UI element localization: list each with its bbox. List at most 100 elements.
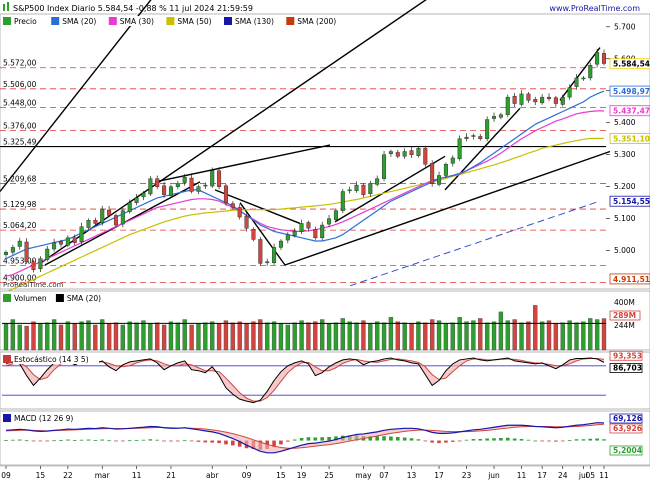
macd-histogram-bar xyxy=(450,440,455,442)
macd-histogram-bar xyxy=(499,438,503,441)
candle-body xyxy=(100,208,105,223)
level-label: 5.376,00 xyxy=(3,121,37,130)
macd-histogram-bar xyxy=(148,439,153,441)
legend-swatch xyxy=(3,414,11,422)
macd-histogram-bar xyxy=(182,440,187,442)
candle-body xyxy=(217,170,222,187)
legend-swatch xyxy=(224,17,232,25)
chart-title: S&P500 Index Diario 5.584,54 -0,88 % 11 … xyxy=(13,4,253,13)
legend-swatch xyxy=(51,17,60,25)
volume-bar xyxy=(354,322,359,351)
volume-bar xyxy=(457,317,462,351)
legend-bg xyxy=(61,16,103,26)
volume-bar xyxy=(484,322,490,351)
volume-bar xyxy=(471,320,476,351)
volume-bar xyxy=(512,319,517,351)
candle-body xyxy=(478,136,483,139)
volume-bar xyxy=(79,321,84,351)
candle-body xyxy=(602,53,607,64)
y-tick-label: 5.200 xyxy=(614,182,636,191)
candle-body xyxy=(79,226,84,242)
volume-bar xyxy=(375,321,380,351)
value-badge-label: 93,353 xyxy=(613,351,642,360)
x-tick-label: 19 xyxy=(297,471,307,480)
value-badge xyxy=(609,363,643,373)
value-badge-label: 5.584,54 xyxy=(613,60,650,69)
candle-body xyxy=(141,192,146,198)
candle-body xyxy=(265,261,270,264)
candle-body xyxy=(313,229,318,239)
candle-body xyxy=(457,138,462,160)
volume-bar xyxy=(120,324,126,351)
value-badge-label: 4.911,51 xyxy=(613,275,650,284)
site-link[interactable]: www.ProRealTime.com xyxy=(549,4,640,13)
macd-histogram-bar xyxy=(292,439,297,441)
macd-histogram-bar xyxy=(382,436,386,441)
macd-histogram-bar xyxy=(38,440,43,442)
sma30-line xyxy=(5,110,604,277)
candle-body xyxy=(423,148,428,165)
candle-body xyxy=(320,224,325,239)
macd-histogram-bar xyxy=(602,439,606,441)
candle-body xyxy=(512,95,517,104)
value-badge-label: 63,926 xyxy=(613,424,642,433)
macd-histogram-bar xyxy=(155,439,160,441)
macd-histogram-bar xyxy=(375,436,379,441)
legend-label: SMA (130) xyxy=(235,17,274,26)
macd-plot-area xyxy=(0,410,650,466)
volume-bar xyxy=(402,322,407,351)
value-badge xyxy=(609,58,650,70)
macd-histogram-bar xyxy=(457,440,462,442)
x-tick-label: may xyxy=(355,471,372,480)
macd-histogram-bar xyxy=(134,440,139,441)
value-badge-bg xyxy=(610,133,650,144)
legend-bg xyxy=(13,413,79,423)
candle-body xyxy=(492,116,497,119)
volume-bar xyxy=(601,318,607,351)
legend-label: Estocástico (14 3 5) xyxy=(14,355,89,364)
candle-body xyxy=(361,184,366,195)
volume-bar xyxy=(430,319,435,351)
legend-label: MACD (12 26 9) xyxy=(14,414,73,423)
volume-bar xyxy=(320,319,325,351)
macd-histogram-bar xyxy=(52,440,56,442)
stochastic-fill xyxy=(6,357,604,403)
macd-histogram-bar xyxy=(169,440,173,442)
volume-bar xyxy=(168,321,174,351)
macd-histogram-bar xyxy=(17,439,22,441)
sma50-line xyxy=(5,137,604,293)
macd-histogram-bar xyxy=(72,440,77,441)
macd-histogram-bar xyxy=(320,437,324,441)
level-label: 4.900,00 xyxy=(3,274,37,283)
legend-bg xyxy=(118,16,161,26)
volume-bar xyxy=(189,324,194,351)
volume-bar xyxy=(581,321,586,351)
volume-bar xyxy=(313,321,318,351)
x-tick-label: 22 xyxy=(63,471,73,480)
macd-histogram-bar xyxy=(368,436,373,441)
volume-bar xyxy=(285,324,290,351)
macd-histogram-bar xyxy=(560,440,565,442)
candle-body xyxy=(581,77,586,80)
candle-body xyxy=(327,218,332,225)
candle-body xyxy=(395,152,400,157)
volume-bar xyxy=(567,320,572,351)
volume-bar xyxy=(127,321,132,351)
value-badge xyxy=(609,132,650,144)
volume-bar xyxy=(278,323,284,351)
level-label: 5.129,98 xyxy=(3,200,37,209)
candle-body xyxy=(547,96,552,99)
value-badge xyxy=(609,273,650,285)
value-badge-bg xyxy=(610,86,650,97)
legend-label: SMA (30) xyxy=(120,17,154,26)
volume-bar xyxy=(416,321,421,351)
volume-bar xyxy=(24,325,29,351)
candle-body xyxy=(162,185,167,195)
volume-bar xyxy=(72,323,77,351)
volume-bar xyxy=(210,321,215,351)
macd-histogram-bar xyxy=(31,440,36,442)
macd-histogram-bar xyxy=(464,439,469,441)
macd-histogram-bar xyxy=(141,439,146,441)
value-badge-bg xyxy=(610,273,650,284)
trend-line xyxy=(0,0,152,192)
